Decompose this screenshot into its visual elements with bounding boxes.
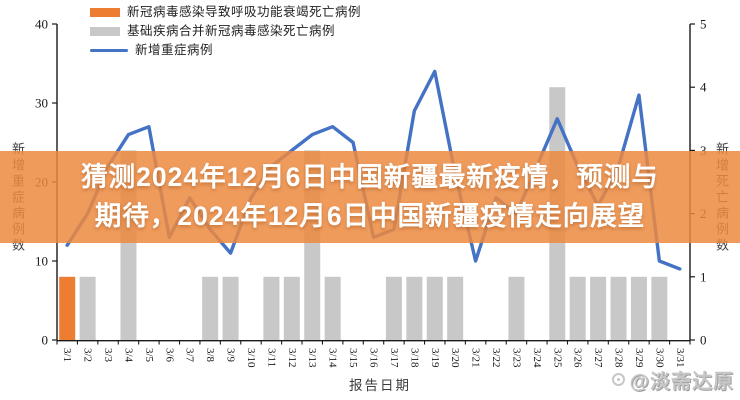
y-left-tick-label: 10 bbox=[35, 254, 48, 269]
x-tick-label: 3/17 bbox=[388, 348, 400, 368]
x-tick-label: 3/3 bbox=[102, 348, 114, 363]
death-bar bbox=[610, 276, 627, 340]
orange-bar-swatch-icon bbox=[90, 8, 120, 17]
x-tick-label: 3/22 bbox=[490, 348, 502, 368]
x-tick-label: 3/5 bbox=[143, 348, 155, 363]
x-tick-label: 3/21 bbox=[470, 348, 482, 368]
y-left-tick-label: 40 bbox=[35, 17, 48, 32]
death-bar bbox=[630, 276, 647, 340]
legend-label: 新冠病毒感染导致呼吸功能衰竭死亡病例 bbox=[127, 5, 362, 19]
legend-item-comorbidity-deaths: 基础疾病合并新冠病毒感染死亡病例 bbox=[90, 24, 361, 39]
death-bar bbox=[385, 276, 402, 340]
x-tick-label: 3/18 bbox=[408, 348, 420, 368]
watermark: @淡斋达原 bbox=[612, 365, 734, 394]
death-bar bbox=[406, 276, 423, 340]
death-bar bbox=[222, 276, 239, 340]
death-bar bbox=[590, 276, 607, 340]
x-tick-label: 3/20 bbox=[449, 348, 461, 368]
x-tick-label: 3/27 bbox=[592, 348, 604, 368]
death-bar bbox=[508, 276, 525, 340]
x-tick-label: 3/9 bbox=[225, 348, 237, 363]
x-tick-label: 3/14 bbox=[327, 348, 339, 368]
y-right-tick-label: 0 bbox=[700, 333, 707, 348]
x-tick-label: 3/23 bbox=[510, 348, 522, 368]
headline-overlay: 猜测2024年12月6日中国新疆最新疫情，预测与 期待，2024年12月6日中国… bbox=[0, 151, 740, 243]
y-right-tick-label: 1 bbox=[700, 269, 707, 284]
x-tick-label: 3/11 bbox=[265, 348, 277, 367]
x-tick-label: 3/1 bbox=[61, 348, 73, 362]
legend-item-severe-cases: 新增重症病例 bbox=[90, 43, 361, 58]
death-bar bbox=[202, 276, 219, 340]
y-left-tick-label: 30 bbox=[35, 96, 48, 111]
legend: 新冠病毒感染导致呼吸功能衰竭死亡病例 基础疾病合并新冠病毒感染死亡病例 新增重症… bbox=[90, 5, 361, 58]
death-bar bbox=[651, 276, 668, 340]
x-tick-label: 3/6 bbox=[163, 348, 175, 363]
headline-line-2: 期待，2024年12月6日中国新疆疫情走向展望 bbox=[94, 201, 646, 231]
x-tick-label: 3/7 bbox=[184, 348, 196, 363]
y-right-tick-label: 5 bbox=[700, 17, 707, 32]
death-bar bbox=[283, 276, 300, 340]
death-bar bbox=[79, 276, 96, 340]
x-tick-label: 3/29 bbox=[633, 348, 645, 368]
x-tick-label: 3/26 bbox=[572, 348, 584, 368]
x-tick-label: 3/10 bbox=[245, 348, 257, 368]
x-tick-label: 3/4 bbox=[122, 348, 134, 363]
y-right-tick-label: 3 bbox=[700, 143, 707, 158]
x-tick-label: 3/25 bbox=[551, 348, 563, 368]
x-tick-label: 3/31 bbox=[674, 348, 686, 368]
death-bar bbox=[263, 276, 280, 340]
death-bar bbox=[324, 276, 341, 340]
death-bar bbox=[447, 276, 464, 340]
watermark-text: @淡斋达原 bbox=[629, 371, 734, 393]
x-tick-label: 3/24 bbox=[531, 348, 543, 368]
x-axis-title: 报告日期 bbox=[349, 378, 411, 393]
legend-label: 基础疾病合并新冠病毒感染死亡病例 bbox=[127, 24, 336, 38]
x-tick-label: 3/30 bbox=[653, 348, 665, 368]
headline-line-1: 猜测2024年12月6日中国新疆最新疫情，预测与 bbox=[81, 162, 659, 192]
death-bar bbox=[569, 276, 586, 340]
x-tick-label: 3/8 bbox=[204, 348, 216, 363]
y-right-tick-label: 4 bbox=[700, 80, 707, 95]
weibo-icon bbox=[612, 373, 626, 386]
gray-bar-swatch-icon bbox=[90, 27, 120, 36]
x-tick-label: 3/2 bbox=[82, 348, 94, 362]
death-bar bbox=[59, 276, 76, 340]
x-tick-label: 3/28 bbox=[613, 348, 625, 368]
legend-label: 新增重症病例 bbox=[135, 43, 214, 57]
x-tick-label: 3/13 bbox=[306, 348, 318, 368]
x-tick-label: 3/16 bbox=[368, 348, 380, 368]
blue-line-swatch-icon bbox=[90, 48, 128, 53]
death-bar bbox=[426, 276, 443, 340]
x-tick-label: 3/12 bbox=[286, 348, 298, 368]
x-tick-label: 3/15 bbox=[347, 348, 359, 368]
x-tick-label: 3/19 bbox=[429, 348, 441, 368]
y-left-tick-label: 0 bbox=[42, 333, 49, 348]
legend-item-respiratory-deaths: 新冠病毒感染导致呼吸功能衰竭死亡病例 bbox=[90, 5, 361, 20]
